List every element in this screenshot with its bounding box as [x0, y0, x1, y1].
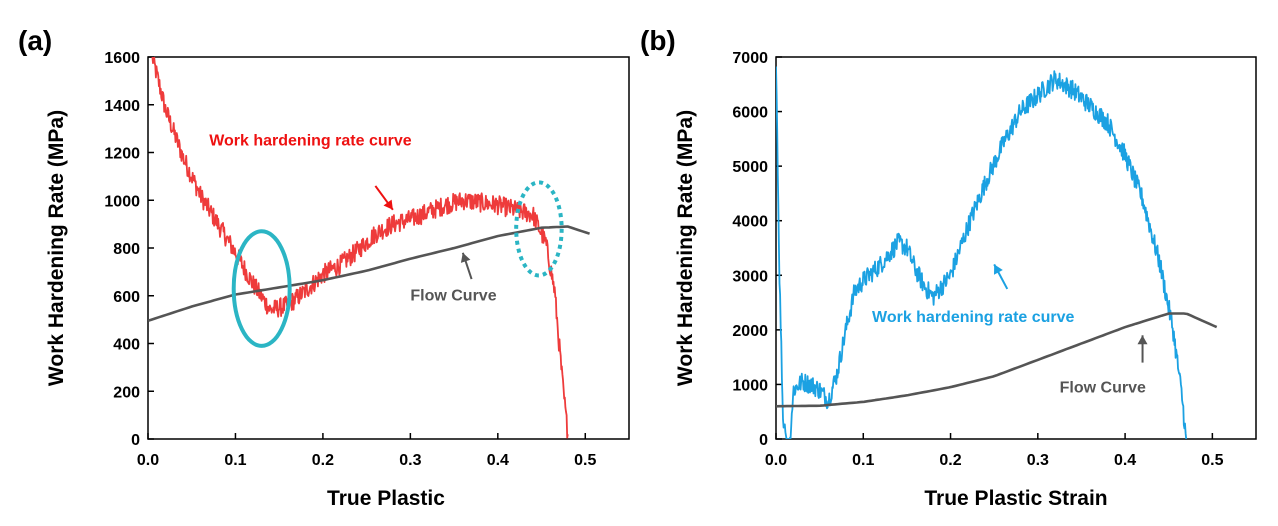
x-tick-label-a-5: 0.5 — [574, 452, 596, 469]
annotation-arrowhead-b-0 — [994, 264, 1003, 275]
highlight-circle-a-1 — [514, 180, 564, 278]
y-tick-label-a-2: 400 — [113, 337, 140, 354]
y-tick-label-a-4: 800 — [113, 241, 140, 258]
annotation-b-1: Flow Curve — [1060, 380, 1146, 397]
annotation-arrowhead-a-0 — [383, 199, 393, 210]
x-tick-label-a-1: 0.1 — [224, 452, 246, 469]
y-tick-label-a-8: 1600 — [104, 50, 140, 67]
x-tick-label-b-0: 0.0 — [765, 452, 787, 469]
series-line-a-0 — [151, 57, 569, 439]
y-tick-label-b-6: 6000 — [732, 105, 768, 122]
y-tick-label-a-6: 1200 — [104, 146, 140, 163]
y-tick-label-a-5: 1000 — [104, 193, 140, 210]
plot-frame-a — [147, 56, 630, 440]
x-tick-label-a-3: 0.3 — [399, 452, 421, 469]
annotation-arrowhead-b-1 — [1137, 335, 1148, 345]
x-tick-label-b-5: 0.5 — [1201, 452, 1223, 469]
y-tick-label-b-3: 3000 — [732, 268, 768, 285]
annotation-a-1: Flow Curve — [410, 288, 496, 305]
series-line-b-0 — [776, 66, 1188, 439]
y-axis-title-a: Work Hardening Rate (MPa) — [45, 110, 68, 386]
x-axis-title-a: True Plastic — [327, 487, 445, 510]
series-line-b-1 — [776, 312, 1218, 408]
panel-label-b: (b) — [640, 25, 676, 56]
y-tick-label-a-3: 600 — [113, 289, 140, 306]
panel-label-a: (a) — [18, 25, 52, 56]
y-tick-label-b-7: 7000 — [732, 50, 768, 67]
chart-panel-b: (b) Work Hardening Rate (MPa) True Plast… — [640, 25, 1257, 510]
highlight-circle-a-0 — [231, 229, 292, 348]
plot-frame-b — [775, 56, 1257, 440]
annotation-arrowhead-a-1 — [460, 252, 471, 263]
x-tick-label-a-2: 0.2 — [312, 452, 334, 469]
y-tick-label-a-7: 1400 — [104, 98, 140, 115]
y-tick-label-b-4: 4000 — [732, 214, 768, 231]
x-tick-label-b-1: 0.1 — [852, 452, 874, 469]
x-tick-label-b-4: 0.4 — [1114, 452, 1136, 469]
x-tick-label-a-0: 0.0 — [137, 452, 159, 469]
y-tick-label-a-1: 200 — [113, 384, 140, 401]
annotation-b-0: Work hardening rate curve — [872, 309, 1075, 326]
y-tick-label-b-0: 0 — [759, 432, 768, 449]
y-axis-title-b: Work Hardening Rate (MPa) — [674, 110, 697, 386]
series-line-a-1 — [148, 225, 591, 323]
y-tick-label-b-2: 2000 — [732, 323, 768, 340]
x-tick-label-a-4: 0.4 — [487, 452, 509, 469]
annotation-a-0: Work hardening rate curve — [209, 132, 412, 149]
x-tick-label-b-3: 0.3 — [1027, 452, 1049, 469]
y-tick-label-a-0: 0 — [131, 432, 140, 449]
chart-panel-a: (a) Work Hardening Rate (MPa) True Plast… — [18, 25, 630, 510]
x-tick-label-b-2: 0.2 — [939, 452, 961, 469]
y-tick-label-b-5: 5000 — [732, 159, 768, 176]
x-axis-title-b: True Plastic Strain — [924, 487, 1107, 510]
y-tick-label-b-1: 1000 — [732, 377, 768, 394]
